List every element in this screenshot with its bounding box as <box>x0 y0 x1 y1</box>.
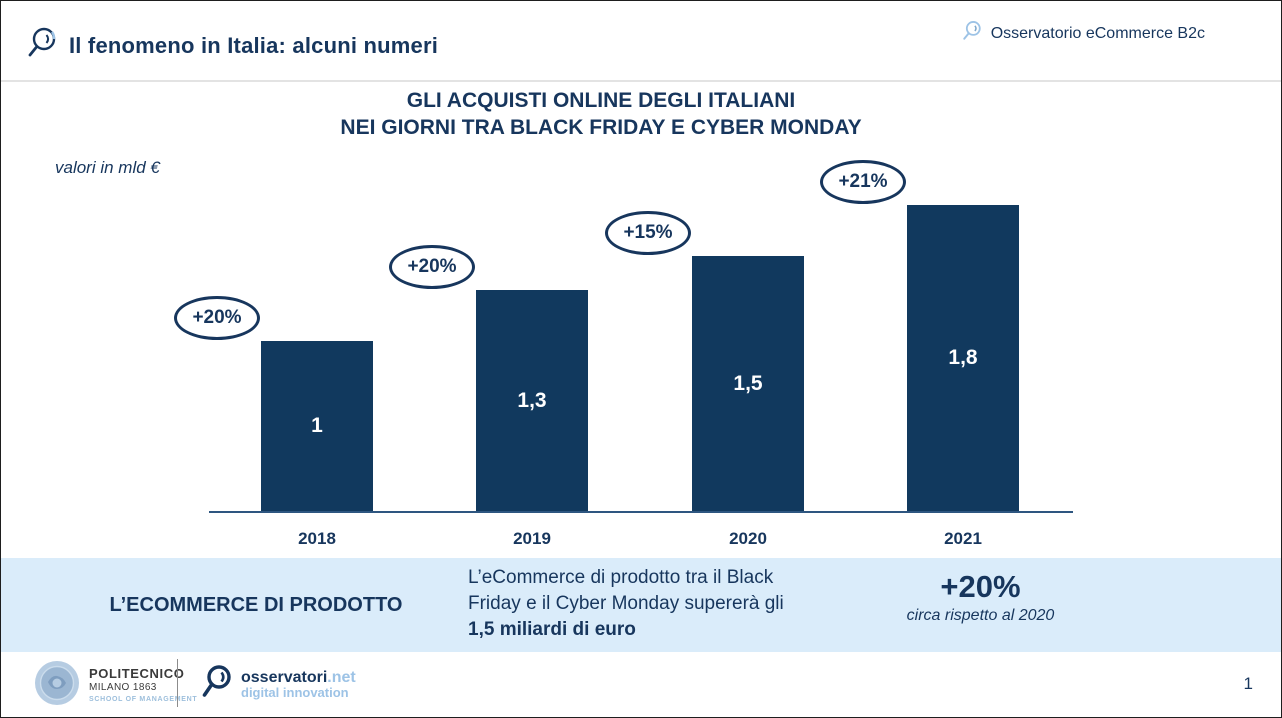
polimi-name: POLITECNICO <box>89 666 185 682</box>
band-description-bold: 1,5 miliardi di euro <box>468 619 636 640</box>
osservatori-footer-icon <box>200 663 234 706</box>
polimi-subname: MILANO 1863 <box>89 682 157 694</box>
bar-group-2021: +21% 1,8 2021 <box>820 82 1071 548</box>
polimi-school: SCHOOL OF MANAGEMENT <box>89 695 198 703</box>
bar-value-2019: 1,3 <box>517 388 547 412</box>
chart-title: GLI ACQUISTI ONLINE DEGLI ITALIANI NEI G… <box>1 87 1201 141</box>
bar-value-2020: 1,5 <box>733 371 763 395</box>
band-kpi: +20% circa rispetto al 2020 <box>873 570 1088 625</box>
growth-badge-2018: +20% <box>174 296 260 340</box>
chart-unit-label: valori in mld € <box>55 158 160 177</box>
x-tick-2021: 2021 <box>944 529 982 548</box>
bar-value-2021: 1,8 <box>948 346 978 369</box>
osservatori-tagline: digital innovation <box>241 685 349 701</box>
band-description-line2: Friday e il Cyber Monday supererà gli <box>468 593 784 614</box>
slide-footer: POLITECNICO MILANO 1863 SCHOOL OF MANAGE… <box>1 652 1281 717</box>
osservatori-name: osservatori.net <box>241 669 356 687</box>
bar-value-2018: 1 <box>311 414 323 437</box>
osservatorio-brand-icon <box>961 19 983 48</box>
bar-2020: 1,5 <box>692 256 804 511</box>
bar-2021: 1,8 <box>907 205 1019 511</box>
bar-chart: GLI ACQUISTI ONLINE DEGLI ITALIANI NEI G… <box>1 82 1281 558</box>
osservatori-net-logo: osservatori.net digital innovation <box>200 663 356 706</box>
slide-header: Il fenomeno in Italia: alcuni numeri Oss… <box>1 1 1281 80</box>
osservatori-name-net: .net <box>327 668 356 686</box>
osservatori-magnifier-icon <box>25 25 59 66</box>
page-number: 1 <box>1243 674 1253 693</box>
band-category-label: L’ECOMMERCE DI PRODOTTO <box>109 593 403 616</box>
growth-badge-2021: +21% <box>820 160 906 204</box>
page-title: Il fenomeno in Italia: alcuni numeri <box>69 32 439 58</box>
kpi-note: circa rispetto al 2020 <box>906 607 1055 624</box>
osservatori-name-main: osservatori <box>241 668 328 686</box>
x-axis-line <box>209 511 1073 513</box>
x-tick-2020: 2020 <box>729 529 767 548</box>
chart-title-line1: GLI ACQUISTI ONLINE DEGLI ITALIANI <box>406 89 796 112</box>
polimi-seal-icon <box>34 660 80 711</box>
polimi-wordmark: POLITECNICO MILANO 1863 SCHOOL OF MANAGE… <box>89 666 198 703</box>
bar-2019: 1,3 <box>476 290 588 511</box>
bar-2018: 1 <box>261 341 373 511</box>
header-title-group: Il fenomeno in Italia: alcuni numeri <box>25 25 438 66</box>
brand-group: Osservatorio eCommerce B2c <box>961 19 1205 48</box>
osservatori-wordmark: osservatori.net digital innovation <box>241 669 356 701</box>
politecnico-logo: POLITECNICO MILANO 1863 SCHOOL OF MANAGE… <box>34 660 197 711</box>
chart-title-line2: NEI GIORNI TRA BLACK FRIDAY E CYBER MOND… <box>340 116 862 139</box>
x-tick-2019: 2019 <box>513 529 551 548</box>
highlight-band: L’ECOMMERCE DI PRODOTTO L’eCommerce di p… <box>1 558 1281 652</box>
header-divider <box>1 80 1281 82</box>
growth-badge-2019: +20% <box>389 245 475 289</box>
footer-divider <box>177 659 178 707</box>
kpi-value: +20% <box>940 569 1021 604</box>
band-description: L’eCommerce di prodotto tra il Black Fri… <box>468 565 784 643</box>
x-tick-2018: 2018 <box>298 529 336 548</box>
bar-group-2020: +15% 1,5 2020 <box>605 82 856 548</box>
chart-plot-area: +20% 1 2018 +20% 1,3 2019 +15% 1,5 2020 <box>174 82 1073 548</box>
band-description-line1: L’eCommerce di prodotto tra il Black <box>468 567 774 588</box>
growth-badge-2020: +15% <box>605 211 691 255</box>
bar-group-2018: +20% 1 2018 <box>174 82 425 548</box>
brand-label: Osservatorio eCommerce B2c <box>990 24 1205 42</box>
bar-group-2019: +20% 1,3 2019 <box>389 82 640 548</box>
